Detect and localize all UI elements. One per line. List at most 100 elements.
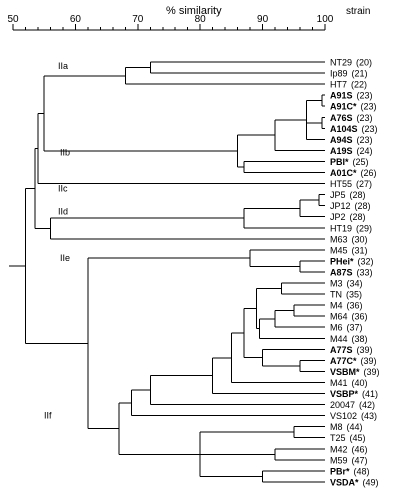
strain-number: (41) <box>362 389 378 399</box>
strain-label: T25 (45) <box>330 433 366 443</box>
strain-name: A01C* <box>330 168 357 178</box>
strain-name: M44 <box>330 334 348 344</box>
strain-column-header: strain <box>346 6 370 17</box>
strain-name: M6 <box>330 323 343 333</box>
strain-name: M45 <box>330 245 348 255</box>
strain-number: (22) <box>351 80 367 90</box>
strain-name: A91S <box>330 91 353 101</box>
strain-labels: NT29 (20)Ip89 (21)HT7 (22)A91S (23)A91C* (23)… <box>330 58 380 488</box>
strain-label: VSDA* (49) <box>330 477 379 487</box>
strain-name: JP5 <box>330 190 346 200</box>
cluster-group-label: IIb <box>60 147 70 157</box>
strain-label: A94S (23) <box>330 135 373 145</box>
strain-number: (35) <box>346 290 362 300</box>
strain-number: (21) <box>352 69 368 79</box>
strain-label: JP2 (28) <box>330 212 366 222</box>
strain-number: (23) <box>362 124 378 134</box>
strain-label: A104S (23) <box>330 124 378 134</box>
strain-name: JP2 <box>330 212 346 222</box>
strain-number: (38) <box>352 334 368 344</box>
strain-name: M3 <box>330 279 343 289</box>
strain-number: (43) <box>361 411 377 421</box>
strain-name: Ip89 <box>330 69 348 79</box>
strain-name: A94S <box>330 135 353 145</box>
strain-label: A87S (33) <box>330 267 373 277</box>
strain-name: A19S <box>330 146 353 156</box>
strain-label: M41 (40) <box>330 378 368 388</box>
strain-number: (45) <box>350 433 366 443</box>
strain-label: A19S (24) <box>330 146 373 156</box>
strain-name: A104S <box>330 124 358 134</box>
cluster-group-label: IIa <box>58 61 68 71</box>
strain-number: (47) <box>352 455 368 465</box>
strain-number: (23) <box>357 91 373 101</box>
strain-name: 20047 <box>330 400 355 410</box>
strain-number: (23) <box>357 113 373 123</box>
strain-label: VSBP* (41) <box>330 389 378 399</box>
strain-number: (33) <box>357 267 373 277</box>
strain-name: A91C* <box>330 102 357 112</box>
strain-number: (40) <box>352 378 368 388</box>
strain-label: VS102 (43) <box>330 411 377 421</box>
strain-number: (28) <box>350 212 366 222</box>
strain-number: (25) <box>353 157 369 167</box>
strain-number: (39) <box>357 345 373 355</box>
strain-name: M4 <box>330 301 343 311</box>
strain-label: M64 (36) <box>330 312 368 322</box>
strain-label: NT29 (20) <box>330 58 372 68</box>
strain-label: PHei* (32) <box>330 256 374 266</box>
strain-label: HT7 (22) <box>330 80 367 90</box>
strain-label: A01C* (26) <box>330 168 377 178</box>
strain-name: PBr* <box>330 466 350 476</box>
axis-title: % similarity <box>166 5 222 17</box>
strain-name: A87S <box>330 267 353 277</box>
strain-name: VSDA* <box>330 477 359 487</box>
strain-name: M64 <box>330 312 348 322</box>
strain-name: A77S <box>330 345 353 355</box>
strain-label: M42 (46) <box>330 444 368 454</box>
axis-tick-label: 70 <box>132 14 144 25</box>
strain-label: PBr* (48) <box>330 466 370 476</box>
strain-label: M8 (44) <box>330 422 363 432</box>
strain-name: M63 <box>330 234 348 244</box>
strain-number: (39) <box>361 356 377 366</box>
strain-number: (26) <box>361 168 377 178</box>
strain-label: A91C* (23) <box>330 102 377 112</box>
strain-number: (37) <box>347 323 363 333</box>
strain-name: TN <box>330 290 342 300</box>
strain-number: (39) <box>364 367 380 377</box>
cluster-group-label: IId <box>58 207 68 217</box>
cluster-group-label: IIf <box>44 411 52 421</box>
strain-number: (27) <box>356 179 372 189</box>
strain-number: (28) <box>355 201 371 211</box>
strain-label: HT19 (29) <box>330 223 372 233</box>
strain-label: VSBM* (39) <box>330 367 380 377</box>
strain-label: PBI* (25) <box>330 157 369 167</box>
axis-tick-label: 100 <box>317 14 334 25</box>
strain-label: A76S (23) <box>330 113 373 123</box>
axis-tick-label: 80 <box>195 14 207 25</box>
strain-number: (49) <box>363 477 379 487</box>
strain-label: M45 (31) <box>330 245 368 255</box>
strain-label: JP12 (28) <box>330 201 371 211</box>
cluster-group-labels: IIa IIb IIc IId IIe IIf <box>44 61 70 421</box>
strain-label: A91S (23) <box>330 91 373 101</box>
strain-name: A77C* <box>330 356 357 366</box>
strain-label: M63 (30) <box>330 234 368 244</box>
strain-name: M8 <box>330 422 343 432</box>
strain-label: M59 (47) <box>330 455 368 465</box>
strain-number: (24) <box>357 146 373 156</box>
strain-name: HT19 <box>330 223 352 233</box>
cluster-group-label: IIc <box>58 184 68 194</box>
strain-name: M59 <box>330 455 348 465</box>
strain-number: (32) <box>358 256 374 266</box>
strain-name: M42 <box>330 444 348 454</box>
strain-label: M44 (38) <box>330 334 368 344</box>
strain-number: (48) <box>354 466 370 476</box>
strain-name: PHei* <box>330 256 354 266</box>
axis-tick-label: 50 <box>7 14 19 25</box>
similarity-axis: 50 60 70 80 90 100 <box>7 14 334 31</box>
strain-number: (28) <box>350 190 366 200</box>
strain-label: TN (35) <box>330 290 362 300</box>
